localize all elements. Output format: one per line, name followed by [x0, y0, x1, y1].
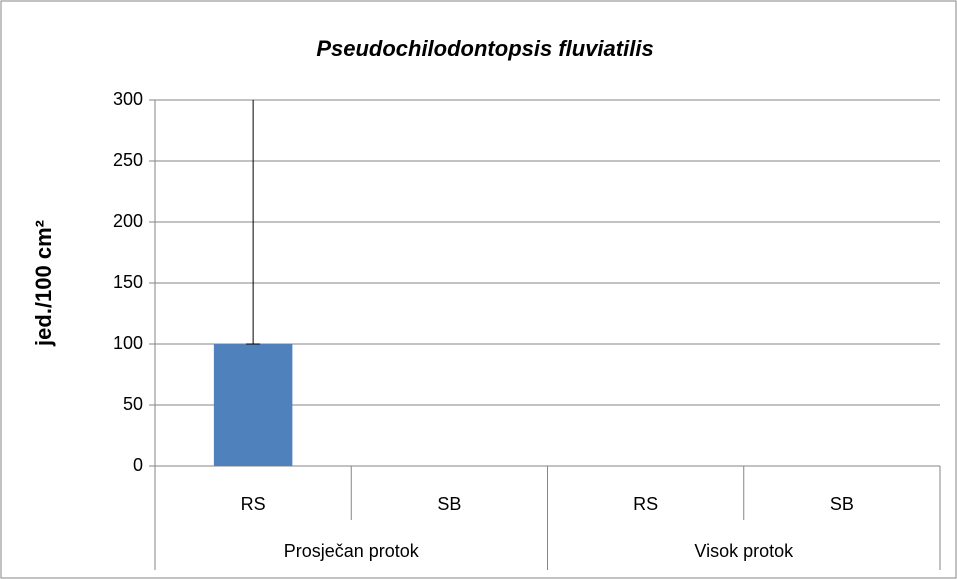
- y-axis-label: jed./100 cm²: [31, 220, 56, 347]
- group-label: Prosječan protok: [284, 541, 420, 561]
- x-tick-label: RS: [633, 494, 658, 514]
- y-tick-label: 150: [113, 272, 143, 292]
- y-tick-label: 50: [123, 394, 143, 414]
- y-tick-label: 300: [113, 89, 143, 109]
- chart-title: Pseudochilodontopsis fluviatilis: [316, 36, 653, 61]
- y-tick-label: 100: [113, 333, 143, 353]
- x-tick-label: RS: [241, 494, 266, 514]
- group-label: Visok protok: [694, 541, 794, 561]
- x-tick-label: SB: [830, 494, 854, 514]
- y-tick-label: 200: [113, 211, 143, 231]
- y-tick-label: 250: [113, 150, 143, 170]
- bar: [213, 344, 293, 466]
- x-tick-label: SB: [437, 494, 461, 514]
- y-tick-label: 0: [133, 455, 143, 475]
